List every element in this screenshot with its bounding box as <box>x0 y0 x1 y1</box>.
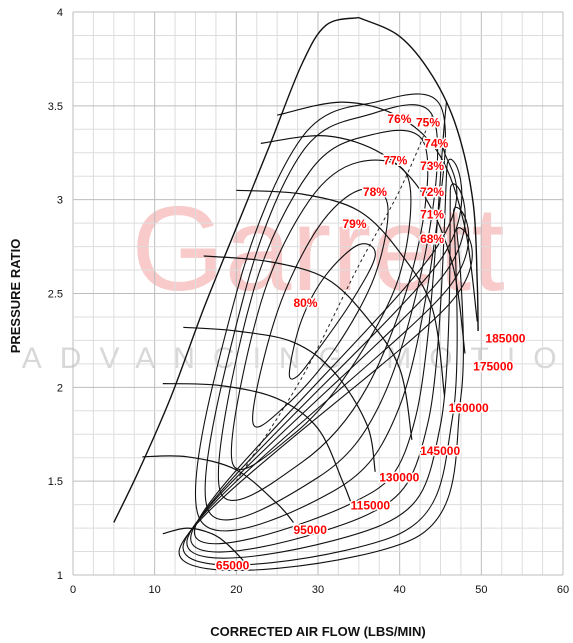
efficiency-label-73: 73% <box>420 159 444 173</box>
efficiency-label-80: 80% <box>294 296 318 310</box>
plot-area <box>113 16 479 571</box>
y-axis-title: PRESSURE RATIO <box>8 239 23 354</box>
x-tick-label: 50 <box>475 584 487 596</box>
efficiency-label-75: 75% <box>416 116 440 130</box>
speed-label-145000: 145000 <box>420 444 460 458</box>
efficiency-label-74: 74% <box>424 136 448 150</box>
efficiency-label-71: 71% <box>420 208 444 222</box>
y-tick-label: 4 <box>57 7 63 19</box>
y-tick-label: 3 <box>57 195 63 207</box>
efficiency-label-77: 77% <box>383 153 407 167</box>
speed-line-95000 <box>142 455 294 523</box>
speed-line-145000 <box>203 255 413 440</box>
surge-line <box>113 16 359 523</box>
efficiency-contour-74 <box>193 101 458 545</box>
grid-lines <box>72 11 564 576</box>
efficiency-contour-78 <box>230 159 412 470</box>
efficiency-label-78: 78% <box>363 185 387 199</box>
speed-label-130000: 130000 <box>379 470 419 484</box>
efficiency-contour-73 <box>190 158 463 553</box>
efficiency-label-79: 79% <box>343 217 367 231</box>
x-tick-label: 20 <box>230 584 242 596</box>
x-tick-label: 60 <box>557 584 569 596</box>
dashed-line <box>235 115 433 482</box>
speed-label-95000: 95000 <box>294 523 328 537</box>
efficiency-label-76: 76% <box>387 112 411 126</box>
speed-label-115000: 115000 <box>351 499 391 513</box>
y-tick-label: 1 <box>57 570 63 582</box>
y-tick-label: 2.5 <box>48 289 63 301</box>
speed-line-115000 <box>162 383 352 503</box>
speed-line-130000 <box>183 326 376 472</box>
y-tick-label: 2 <box>57 382 63 394</box>
efficiency-contour-80 <box>288 243 376 380</box>
tick-labels: 0 10 20 30 40 50 60 1 1.5 2 2.5 3 3.5 4 <box>48 7 569 596</box>
x-tick-label: 0 <box>70 584 76 596</box>
efficiency-contour-68 <box>178 227 473 571</box>
y-tick-label: 3.5 <box>48 101 63 113</box>
efficiency-contour-71 <box>182 206 470 566</box>
x-tick-label: 30 <box>312 584 324 596</box>
speed-line-160000 <box>236 189 446 397</box>
speed-label-65000: 65000 <box>216 559 250 573</box>
speed-line-175000 <box>260 135 466 354</box>
x-tick-label: 40 <box>394 584 406 596</box>
efficiency-contour-72 <box>186 183 466 559</box>
x-tick-label: 10 <box>149 584 161 596</box>
speed-label-185000: 185000 <box>485 332 525 346</box>
speed-label-160000: 160000 <box>449 401 489 415</box>
efficiency-label-68: 68% <box>420 232 444 246</box>
speed-label-175000: 175000 <box>473 360 513 374</box>
y-tick-label: 1.5 <box>48 476 63 488</box>
efficiency-contour-77 <box>217 129 429 502</box>
speed-line-185000 <box>277 101 478 322</box>
x-axis-title: CORRECTED AIR FLOW (LBS/MIN) <box>210 624 425 639</box>
efficiency-contour-75 <box>194 93 447 532</box>
efficiency-label-72: 72% <box>420 185 444 199</box>
speed-line-65000 <box>162 527 245 563</box>
choke-line <box>358 16 479 332</box>
efficiency-contour-79 <box>252 188 389 428</box>
